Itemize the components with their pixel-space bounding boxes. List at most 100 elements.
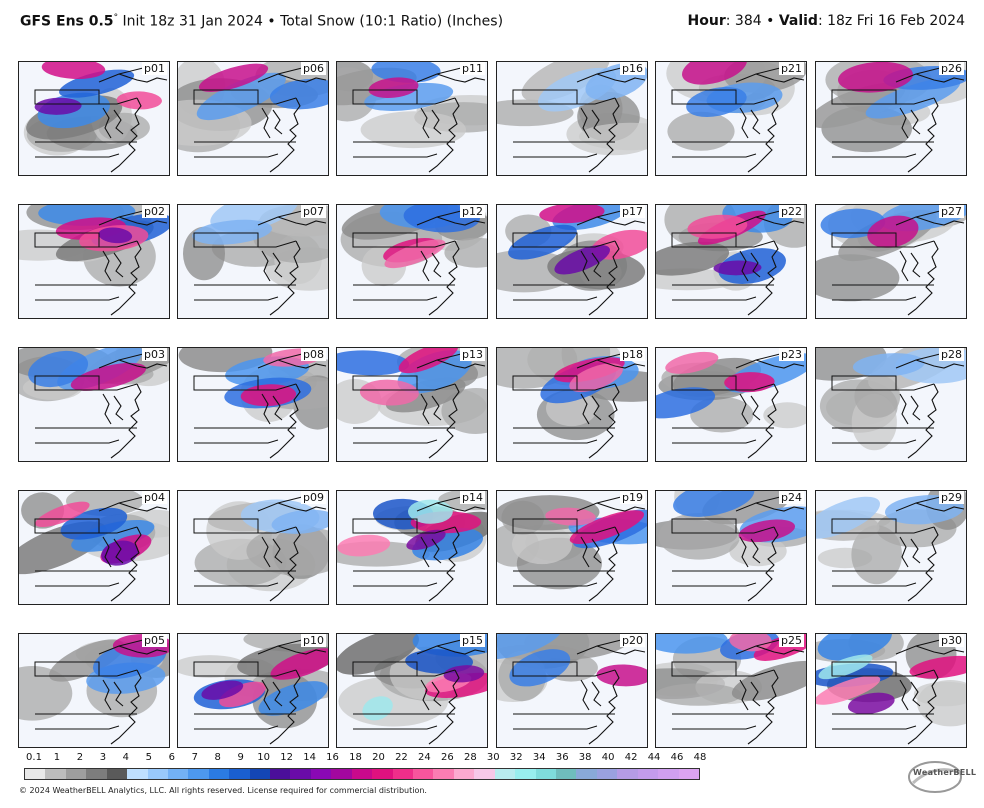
colorbar-swatch [637,769,659,779]
ensemble-member-grid: p01 p06 p11 p16 p21 p26 p02 p07 p12 p17 p22 p27 p03 p… [18,61,967,748]
valid-time-header: Hour: 384 • Valid: 18z Fri 16 Feb 2024 [688,13,965,29]
snowfall-map [178,634,328,745]
colorbar-tick: 6 [168,752,175,763]
member-label: p01 [142,62,167,75]
snowfall-map [337,348,487,459]
snowfall-map [337,491,487,602]
colorbar-swatch [678,769,699,779]
init-time: Init 18z 31 Jan 2024 [122,13,263,30]
colorbar-swatch [86,769,107,779]
colorbar-swatch [413,769,434,779]
colorbar-tick: 20 [372,752,385,763]
colorbar-swatch [167,769,189,779]
ensemble-panel-p26: p26 [815,61,967,176]
colorbar-tick: 0.1 [26,752,42,763]
colorbar-swatch [127,769,148,779]
colorbar-tick: 18 [349,752,362,763]
colorbar-tick: 36 [555,752,569,763]
colorbar-swatch [270,769,291,779]
snowfall-map [19,348,169,459]
snowfall-map [666,62,806,173]
snowfall-colorbar [24,768,700,780]
snowfall-map [337,634,487,745]
ensemble-panel-p04: p04 [18,490,170,605]
ensemble-panel-p17: p17 [496,204,648,319]
colorbar-tick-labels: 0.1 1 2 3 4 5 6 7 8 9 10 12 14 16 18 20 22 24 26 28 30 32 34 36… [24,752,706,766]
member-label: p29 [939,491,964,504]
colorbar-tick: 44 [647,752,661,763]
ensemble-panel-p25: p25 [655,633,807,748]
member-label: p14 [460,491,485,504]
colorbar-swatch [188,769,209,779]
ensemble-panel-p14: p14 [336,490,488,605]
ensemble-panel-p23: p23 [655,347,807,462]
member-label: p28 [939,348,964,361]
snowfall-map [178,348,328,459]
colorbar-swatch [658,769,679,779]
colorbar-tick: 32 [509,752,523,763]
member-label: p27 [939,205,964,218]
colorbar-tick: 2 [76,752,84,763]
colorbar-tick: 26 [441,752,454,763]
member-label: p10 [301,634,326,647]
ensemble-panel-p08: p08 [177,347,329,462]
colorbar-swatch [106,769,128,779]
ensemble-panel-p07: p07 [177,204,329,319]
colorbar-swatch [596,769,618,779]
ensemble-panel-p20: p20 [496,633,648,748]
snowfall-map [656,634,806,745]
colorbar-swatch [249,769,271,779]
colorbar-tick: 46 [670,752,684,763]
colorbar-tick: 34 [532,752,546,763]
colorbar-swatch [576,769,597,779]
snowfall-map [23,62,168,173]
copyright-footer: © 2024 WeatherBELL Analytics, LLC. All r… [19,786,427,795]
ensemble-panel-p13: p13 [336,347,488,462]
colorbar-tick: 42 [624,752,638,763]
member-label: p17 [620,205,645,218]
ensemble-panel-p22: p22 [655,204,807,319]
ensemble-panel-p27: p27 [815,204,967,319]
ensemble-panel-p18: p18 [496,347,648,462]
ensemble-panel-p24: p24 [655,490,807,605]
ensemble-panel-p09: p09 [177,490,329,605]
ensemble-panel-p02: p02 [18,204,170,319]
ensemble-panel-p30: p30 [815,633,967,748]
ensemble-panel-p19: p19 [496,490,648,605]
colorbar-swatch [65,769,87,779]
ensemble-panel-p06: p06 [177,61,329,176]
snowfall-map [178,62,328,173]
colorbar-tick: 38 [578,752,592,763]
member-label: p16 [620,62,645,75]
colorbar-swatch [310,769,332,779]
colorbar-swatch [433,769,454,779]
member-label: p03 [142,348,167,361]
snowfall-map [497,495,647,602]
snowfall-map [816,491,966,602]
member-label: p08 [301,348,326,361]
colorbar-swatch [617,769,638,779]
snowfall-map [19,205,169,316]
colorbar-swatch [453,769,475,779]
map-title: GFS Ens 0.5° Init 18z 31 Jan 2024 • Tota… [20,13,504,30]
colorbar-tick: 3 [99,752,107,763]
ensemble-panel-p21: p21 [655,61,807,176]
model-name: GFS Ens 0.5 [20,13,114,30]
colorbar-swatch [290,769,311,779]
valid-value: : 18z Fri 16 Feb 2024 [817,13,965,29]
logo-swirl-icon [908,761,962,793]
member-label: p12 [460,205,485,218]
snowfall-map [816,348,966,459]
hour-value: : 384 [725,13,762,29]
colorbar-tick: 28 [463,752,477,763]
colorbar-tick: 5 [145,752,152,763]
snowfall-map [497,348,647,459]
colorbar-swatch [372,769,393,779]
snowfall-map [656,491,806,602]
ensemble-panel-p03: p03 [18,347,170,462]
ensemble-panel-p28: p28 [815,347,967,462]
colorbar-tick: 7 [191,752,198,763]
ensemble-panel-p15: p15 [336,633,488,748]
colorbar-swatch [392,769,414,779]
snowfall-map [656,205,806,316]
